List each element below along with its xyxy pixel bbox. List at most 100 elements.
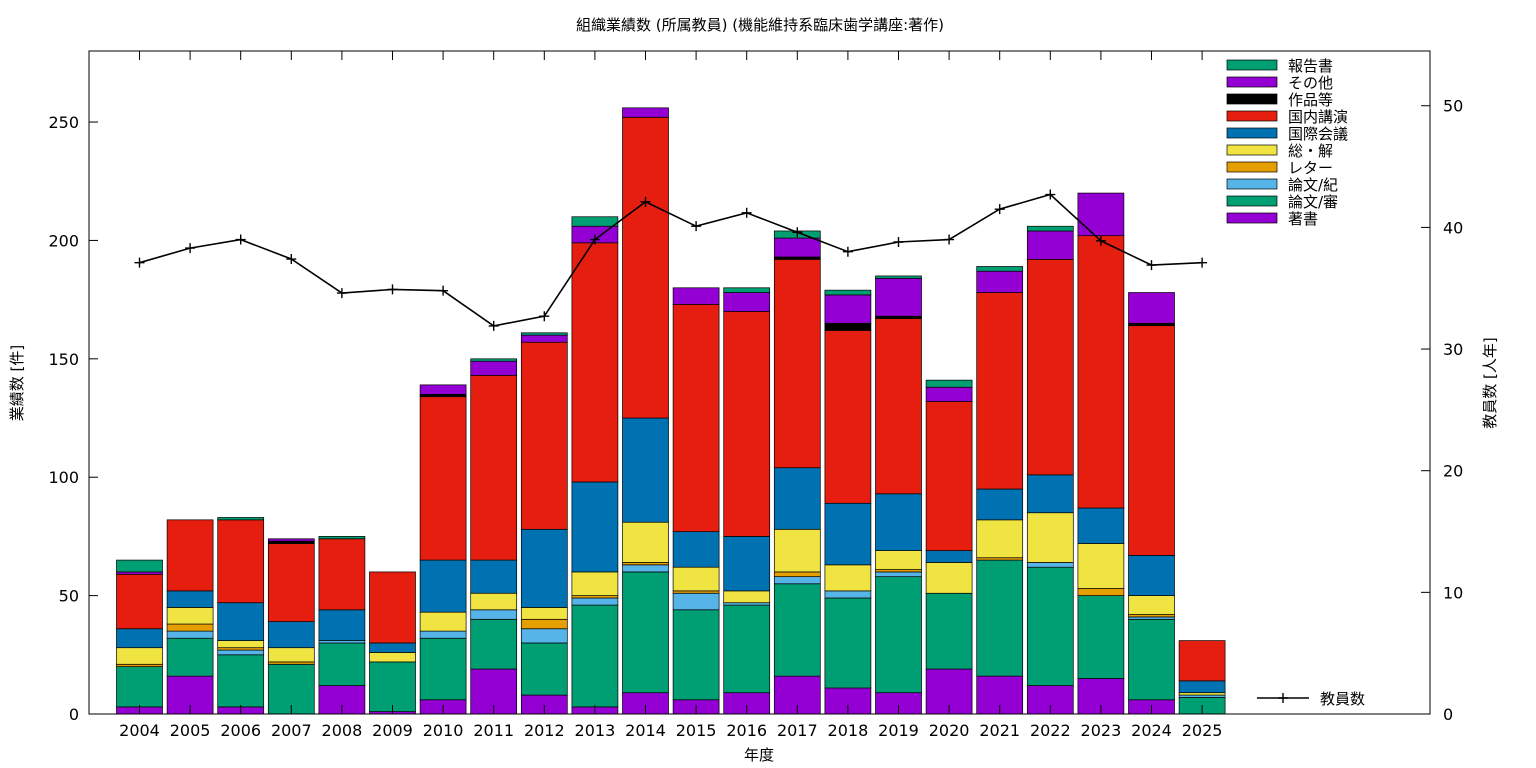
- line-point-2022: [1045, 189, 1056, 200]
- plot-frame: [88, 50, 1431, 715]
- bar-segment-2019-9: [875, 275, 922, 279]
- bar-segment-2024-1: [1128, 618, 1175, 701]
- y-tick-label-100: 100: [48, 468, 79, 487]
- bar-segment-2011-6: [470, 375, 518, 561]
- bar-segment-2025-6: [1178, 640, 1226, 682]
- bar-segment-2012-2: [520, 628, 568, 644]
- bar-segment-2019-4: [875, 550, 922, 570]
- bar-segment-2018-7: [824, 322, 872, 331]
- bar-segment-2011-5: [470, 559, 518, 594]
- bar-segment-2016-9: [723, 287, 771, 293]
- bar-segment-2024-2: [1128, 616, 1175, 620]
- bar-segment-2022-6: [1026, 259, 1074, 476]
- bar-segment-2021-8: [976, 270, 1024, 293]
- bar-segment-2012-3: [520, 618, 568, 630]
- bar-segment-2021-5: [976, 488, 1024, 521]
- x-tick-label-2019: 2019: [878, 721, 919, 740]
- bar-segment-2023-1: [1077, 595, 1125, 679]
- bar-segment-2010-8: [419, 384, 467, 395]
- y-tick-label-250: 250: [48, 113, 79, 132]
- y2-tick-label-0: 0: [1443, 705, 1453, 724]
- line-point-2012: [539, 311, 550, 322]
- bar-segment-2010-4: [419, 611, 467, 632]
- x-tick-label-2020: 2020: [929, 721, 970, 740]
- legend-swatch-1: [1226, 76, 1278, 88]
- bar-segment-2005-1: [166, 637, 214, 677]
- legend-line-marker: [1278, 693, 1288, 703]
- bar-segment-2013-1: [571, 604, 619, 708]
- legend-label-9: 著書: [1288, 210, 1318, 228]
- bar-segment-2006-9: [217, 517, 265, 521]
- bar-segment-2012-6: [520, 341, 568, 530]
- bar-segment-2004-5: [116, 628, 163, 649]
- bar-segment-2009-1: [369, 661, 416, 712]
- bar-segment-2008-2: [318, 640, 366, 644]
- bar-segment-2005-2: [166, 630, 214, 639]
- y-axis-label: 業績数 [件]: [8, 345, 26, 421]
- legend-swatch-5: [1226, 144, 1278, 156]
- line-point-2017: [792, 227, 803, 238]
- y2-tick-label-30: 30: [1443, 340, 1463, 359]
- bar-segment-2015-4: [672, 566, 720, 592]
- line-point-2023: [1095, 235, 1106, 246]
- bar-segment-2017-6: [773, 259, 821, 469]
- bar-segment-2005-4: [166, 607, 214, 625]
- bar-segment-2006-2: [217, 649, 265, 656]
- bar-segment-2017-3: [773, 571, 821, 578]
- bar-segment-2022-2: [1026, 562, 1074, 568]
- y2-tick-label-10: 10: [1443, 583, 1463, 602]
- legend-swatch-7: [1226, 178, 1278, 190]
- x-tick-label-2013: 2013: [575, 721, 616, 740]
- bar-segment-2013-9: [571, 216, 619, 227]
- line-point-2020: [944, 234, 955, 245]
- bar-segment-2018-5: [824, 502, 872, 566]
- line-point-2016: [741, 207, 752, 218]
- x-tick-label-2023: 2023: [1081, 721, 1122, 740]
- legend-swatch-6: [1226, 161, 1278, 173]
- line-point-2005: [185, 243, 196, 254]
- bar-segment-2015-6: [672, 304, 720, 533]
- x-axis-label: 年度: [744, 746, 774, 764]
- bar-segment-2017-1: [773, 583, 821, 677]
- y-tick-label-50: 50: [59, 587, 79, 606]
- bar-segment-2010-5: [419, 559, 467, 613]
- bar-segment-2020-1: [925, 592, 973, 670]
- bar-segment-2014-8: [622, 107, 669, 118]
- bar-segment-2017-5: [773, 467, 821, 530]
- bar-segment-2021-6: [976, 292, 1024, 490]
- bar-segment-2019-8: [875, 277, 922, 317]
- bar-segment-2016-6: [723, 311, 771, 537]
- axes-layer: 0 50 100 150 200 250 0 10 20 30 40 50 2004 2005 2006 20…: [48, 51, 1463, 740]
- bar-segment-2015-5: [672, 531, 720, 568]
- y2-axis-label: 教員数 [人年]: [1481, 337, 1499, 428]
- bar-segment-2016-2: [723, 602, 771, 606]
- legend-label-5: 総・解: [1288, 142, 1333, 160]
- bar-segment-2006-6: [217, 519, 265, 604]
- legend-label-2: 作品等: [1288, 91, 1333, 109]
- x-tick-label-2015: 2015: [676, 721, 717, 740]
- bar-segment-2022-4: [1026, 512, 1074, 563]
- legend-label-1: その他: [1288, 74, 1333, 92]
- bar-segment-2022-9: [1026, 225, 1074, 232]
- bar-segment-2012-4: [520, 607, 568, 620]
- line-point-2015: [691, 221, 702, 232]
- x-tick-label-2011: 2011: [473, 721, 514, 740]
- bar-segment-2024-7: [1128, 322, 1175, 327]
- y2-tick-label-40: 40: [1443, 218, 1463, 237]
- bar-segment-2025-2: [1178, 694, 1226, 698]
- chart-title: 組織業績数 (所属教員) (機能維持系臨床歯学講座:著作): [576, 16, 944, 34]
- x-tick-label-2009: 2009: [372, 721, 413, 740]
- bar-segment-2004-3: [116, 663, 163, 667]
- x-tick-label-2016: 2016: [726, 721, 767, 740]
- bar-segment-2014-2: [622, 564, 669, 573]
- bar-segment-2012-9: [520, 332, 568, 336]
- legend-label-3: 国内講演: [1288, 108, 1348, 126]
- x-tick-label-2008: 2008: [322, 721, 363, 740]
- bar-segment-2008-9: [318, 536, 366, 540]
- bar-segment-2019-3: [875, 569, 922, 573]
- bar-segment-2016-8: [723, 292, 771, 312]
- bar-segment-2016-5: [723, 536, 771, 592]
- bar-segment-2024-8: [1128, 292, 1175, 324]
- line-point-2011: [488, 320, 499, 331]
